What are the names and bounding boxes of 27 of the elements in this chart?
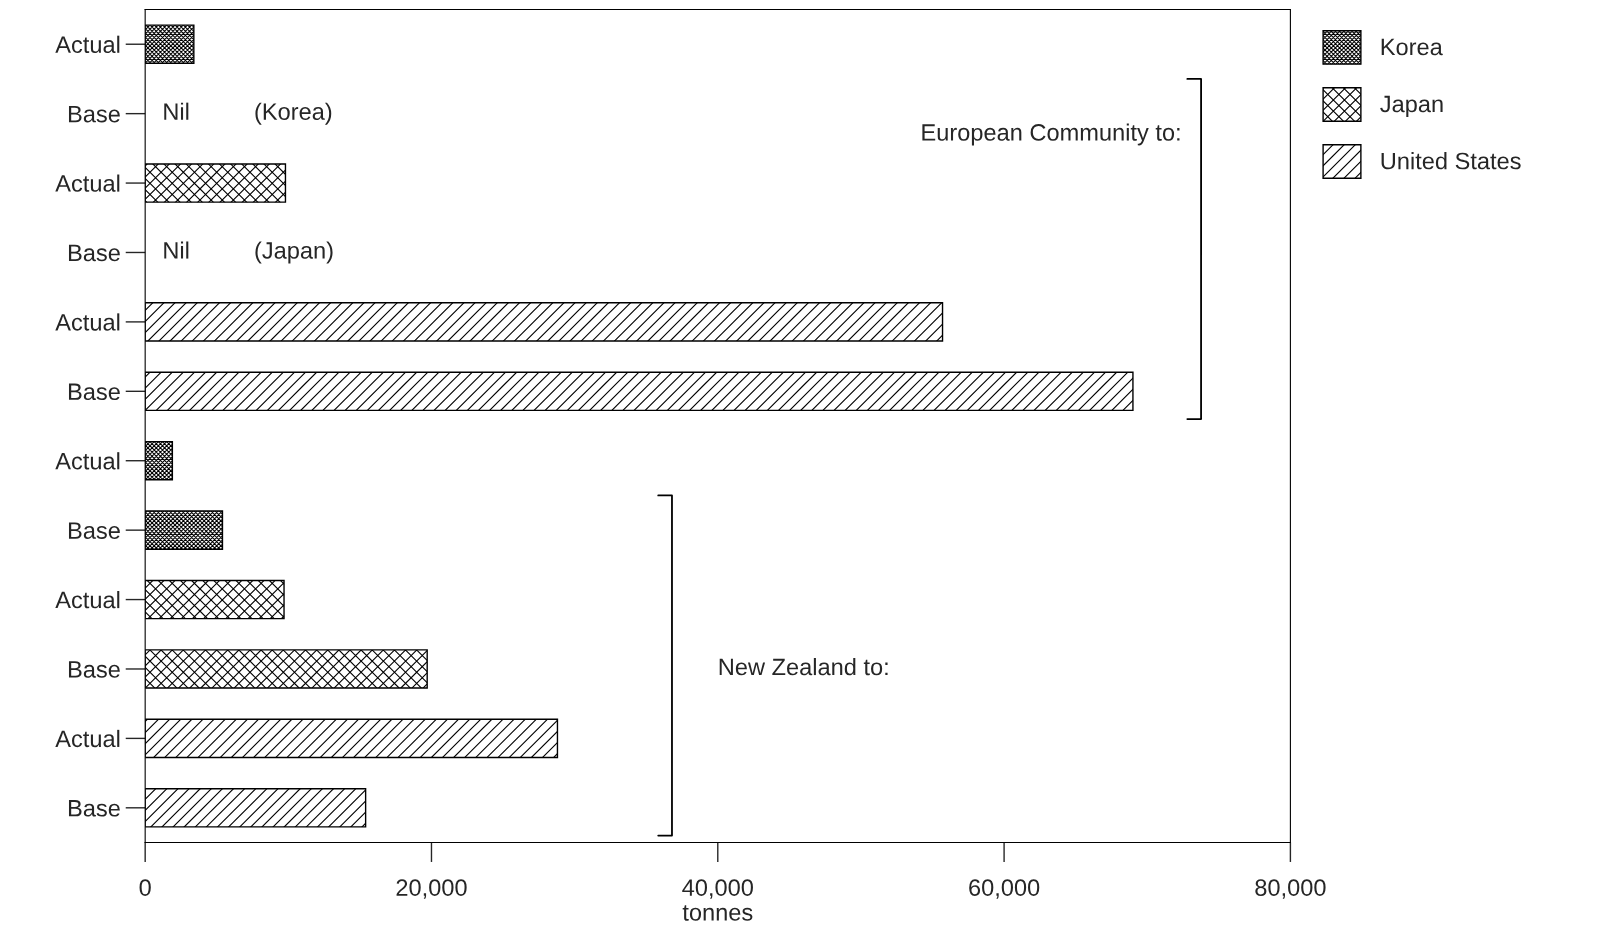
y-tick-label: Actual <box>55 591 120 609</box>
x-axis-title: tonnes <box>682 905 753 921</box>
annotation: (Korea) <box>255 102 332 125</box>
y-tick-label: Actual <box>55 313 120 331</box>
y-tick-label: Base <box>68 244 120 262</box>
x-tick-label: 40,000 <box>682 879 753 899</box>
y-tick-label: Actual <box>55 35 120 54</box>
annotation: Nil <box>164 241 189 259</box>
y-tick-label: Base <box>68 522 120 539</box>
annotation: Nil <box>164 102 189 120</box>
annotation: European Community to: <box>922 123 1180 146</box>
legend-label: Japan <box>1380 95 1443 118</box>
y-tick-label: Base <box>68 105 120 123</box>
y-tick-label: Actual <box>55 452 120 470</box>
annotation: (Japan) <box>255 241 333 264</box>
x-tick-label: 20,000 <box>396 879 467 899</box>
x-tick-label: 80,000 <box>1255 879 1326 899</box>
y-tick-label: Base <box>68 383 120 401</box>
y-tick-label: Actual <box>55 729 120 748</box>
y-tick-label: Base <box>68 800 120 817</box>
legend-label: United States <box>1381 152 1521 170</box>
y-tick-label: Actual <box>55 174 120 192</box>
legend-label: Korea <box>1381 38 1443 56</box>
y-tick-label: Base <box>68 661 120 678</box>
x-tick-label: 60,000 <box>969 879 1040 899</box>
annotation: New Zealand to: <box>719 657 888 676</box>
x-tick-label: 0 <box>139 879 151 896</box>
